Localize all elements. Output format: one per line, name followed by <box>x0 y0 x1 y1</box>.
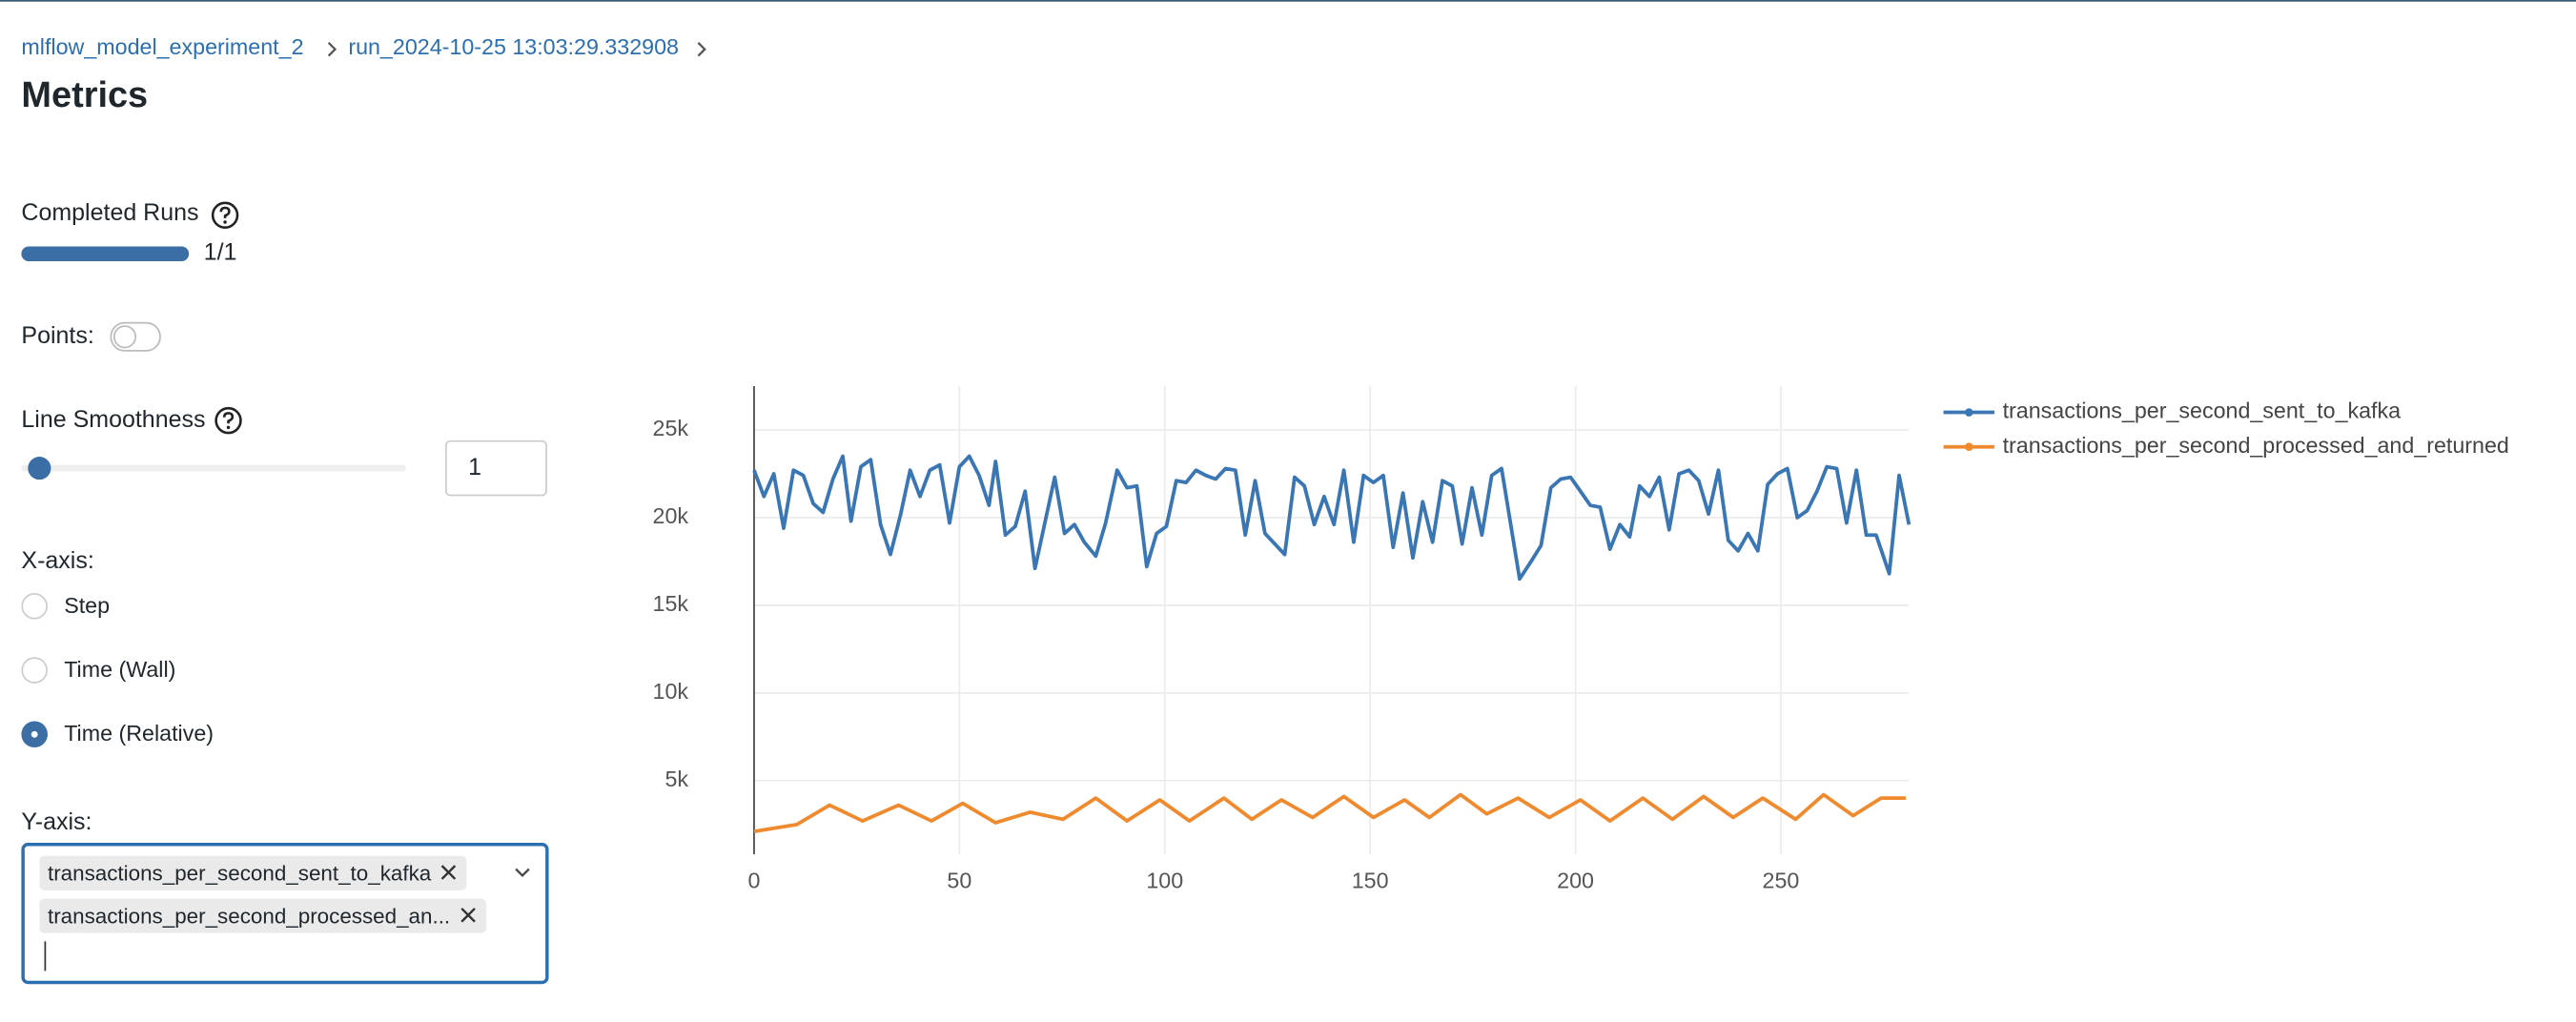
legend-label: transactions_per_second_sent_to_kafka <box>2003 399 2402 423</box>
x-tick-label: 200 <box>1557 869 1594 893</box>
x-tick-label: 150 <box>1352 869 1389 893</box>
y-tick-label: 15k <box>653 591 689 616</box>
y-axis-label: Y-axis: <box>21 809 92 837</box>
tag-remove[interactable] <box>441 864 458 880</box>
metric-tag: transactions_per_second_sent_to_kafka <box>39 855 468 890</box>
slider-track[interactable] <box>21 464 406 472</box>
tag-text: transactions_per_second_processed_an... <box>47 903 451 929</box>
series-line <box>753 792 1906 833</box>
x-tick-label: 50 <box>947 869 971 893</box>
legend-swatch-dot <box>1964 408 1973 417</box>
points-toggle[interactable] <box>110 321 161 352</box>
y-tick-label: 10k <box>653 679 689 704</box>
completed-runs-value: 1/1 <box>203 239 237 267</box>
radio-button[interactable] <box>21 721 48 748</box>
completed-runs-label: Completed Runs <box>21 200 199 227</box>
radio-label[interactable]: Time (Wall) <box>64 657 176 683</box>
y-tick-label: 25k <box>653 416 689 440</box>
x-axis-label: X-axis: <box>21 548 94 576</box>
chevron <box>327 42 337 57</box>
radio-button[interactable] <box>21 657 48 684</box>
series-line <box>752 454 1912 582</box>
page-title: Metrics <box>21 73 149 115</box>
radio-button[interactable] <box>21 593 48 620</box>
chevron <box>697 42 706 57</box>
legend-swatch-dot <box>1964 442 1973 452</box>
help-icon[interactable] <box>214 406 243 436</box>
points-label: Points: <box>21 323 94 351</box>
smoothness-input[interactable]: 1 <box>444 439 547 497</box>
radio-label[interactable]: Step <box>64 593 111 618</box>
x-tick-label: 0 <box>747 869 760 893</box>
breadcrumb-link[interactable]: mlflow_model_experiment_2 <box>21 34 304 60</box>
x-tick-label: 250 <box>1763 869 1800 893</box>
breadcrumb-link[interactable]: run_2024-10-25 13:03:29.332908 <box>348 34 680 60</box>
top-border <box>0 0 2576 2</box>
text-cursor <box>44 941 47 971</box>
y-tick-label: 5k <box>664 766 688 791</box>
metric-tag: transactions_per_second_processed_an... <box>39 898 487 933</box>
radio-label[interactable]: Time (Relative) <box>64 721 215 746</box>
help-icon[interactable] <box>211 200 240 230</box>
y-axis-select[interactable]: transactions_per_second_sent_to_kafka tr… <box>21 843 549 985</box>
y-tick-label: 20k <box>653 503 689 528</box>
tag-remove[interactable] <box>460 907 476 923</box>
slider-handle[interactable] <box>28 457 51 480</box>
line-smoothness-label: Line Smoothness <box>21 407 206 434</box>
dropdown-chevron[interactable] <box>514 866 530 879</box>
tag-text: transactions_per_second_sent_to_kafka <box>47 860 432 886</box>
x-tick-label: 100 <box>1146 869 1183 893</box>
progress-bar <box>21 246 190 261</box>
legend-label: transactions_per_second_processed_and_re… <box>2003 433 2509 458</box>
